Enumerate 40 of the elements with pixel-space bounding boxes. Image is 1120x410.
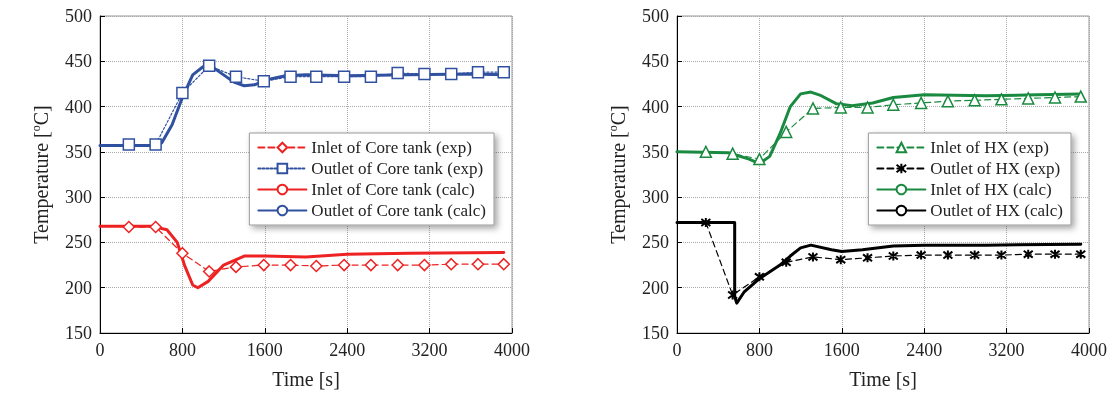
legend-label: Inlet of Core tank (calc) bbox=[311, 180, 475, 199]
legend-label: Outlet of HX (calc) bbox=[930, 201, 1063, 220]
x-tick-label: 0 bbox=[95, 340, 105, 360]
x-tick-label: 800 bbox=[745, 340, 773, 360]
legend-label: Outlet of HX (exp) bbox=[930, 159, 1061, 178]
legend-label: Inlet of HX (calc) bbox=[930, 180, 1052, 199]
y-tick-label: 300 bbox=[65, 187, 92, 208]
x-tick-label: 2400 bbox=[329, 340, 366, 360]
y-axis-title: Temperature [oC] bbox=[606, 105, 630, 244]
x-tick-label: 1600 bbox=[246, 340, 283, 360]
y-tick-label: 500 bbox=[642, 6, 669, 26]
y-axis-title: Temperature [oC] bbox=[29, 105, 53, 244]
x-tick-label: 800 bbox=[168, 340, 196, 360]
y-tick-label: 250 bbox=[65, 232, 92, 253]
y-tick-label: 450 bbox=[642, 51, 669, 72]
x-tick-label: 0 bbox=[672, 340, 682, 360]
y-tick-label: 200 bbox=[642, 277, 669, 298]
y-tick-label: 150 bbox=[642, 323, 669, 343]
y-tick-label: 450 bbox=[65, 51, 92, 72]
x-tick-label: 3200 bbox=[411, 340, 448, 360]
y-tick-label: 200 bbox=[65, 277, 92, 298]
x-tick-label: 2400 bbox=[906, 340, 943, 360]
y-tick-label: 400 bbox=[65, 96, 92, 117]
x-tick-label: 3200 bbox=[988, 340, 1025, 360]
y-tick-label: 250 bbox=[642, 232, 669, 253]
y-tick-label: 300 bbox=[642, 187, 669, 208]
y-tick-label: 500 bbox=[65, 6, 92, 26]
x-tick-label: 4000 bbox=[1071, 340, 1107, 360]
legend-label: Inlet of Core tank (exp) bbox=[311, 138, 472, 157]
x-tick-label: 4000 bbox=[494, 340, 530, 360]
legend-label: Outlet of Core tank (exp) bbox=[311, 159, 484, 178]
y-tick-label: 150 bbox=[65, 323, 92, 343]
y-tick-label: 400 bbox=[642, 96, 669, 117]
y-tick-label: 350 bbox=[65, 141, 92, 162]
y-tick-label: 350 bbox=[642, 141, 669, 162]
legend-label: Outlet of Core tank (calc) bbox=[311, 201, 487, 220]
x-axis-title: Time [s] bbox=[849, 368, 917, 390]
legend-label: Inlet of HX (exp) bbox=[930, 138, 1049, 157]
x-tick-label: 1600 bbox=[823, 340, 860, 360]
x-axis-title: Time [s] bbox=[272, 368, 340, 390]
